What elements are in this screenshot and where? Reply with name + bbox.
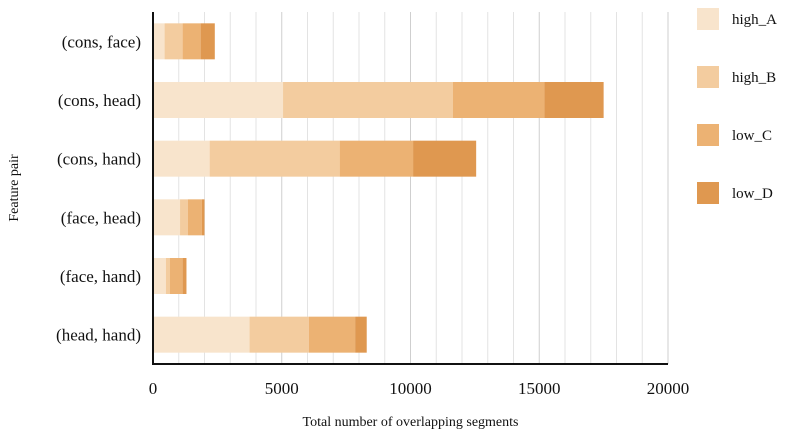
x-tick-label: 15000	[518, 379, 561, 398]
legend-label: high_B	[732, 70, 776, 86]
bar-segment-high-B	[209, 140, 340, 177]
category-label: (face, head)	[61, 208, 141, 227]
legend-swatch-low-C	[697, 124, 719, 146]
legend: high_A high_B low_C low_D	[697, 8, 777, 204]
legend-label: high_A	[732, 12, 777, 28]
category-label: (cons, head)	[58, 91, 141, 110]
category-labels: (cons, face) (cons, head) (cons, hand) (fac…	[56, 32, 141, 344]
bar-segment-low-C	[169, 258, 183, 294]
y-axis-title: Feature pair	[7, 154, 22, 222]
x-tick-label: 10000	[389, 379, 432, 398]
category-label: (cons, hand)	[57, 150, 141, 169]
bar-segment-high-B	[165, 258, 170, 294]
legend-label: low_D	[732, 186, 773, 202]
x-tick-label: 20000	[647, 379, 690, 398]
bar-segment-high-A	[153, 199, 181, 236]
bar-segment-low-D	[201, 199, 205, 236]
bar-segment-high-A	[153, 82, 284, 118]
x-tick-label: 0	[149, 379, 158, 398]
category-label: (cons, face)	[62, 32, 141, 51]
bar-segment-low-C	[187, 199, 202, 236]
legend-swatch-high-B	[697, 66, 719, 88]
legend-swatch-low-D	[697, 182, 719, 204]
bar-segment-low-D	[182, 258, 187, 294]
bar-segment-low-D	[200, 23, 215, 60]
category-label: (face, hand)	[60, 267, 141, 286]
bar-segment-low-D	[413, 140, 477, 177]
bar-segment-high-A	[153, 23, 165, 60]
bar-segment-low-D	[355, 316, 367, 353]
bars	[153, 23, 604, 353]
legend-swatch-high-A	[697, 8, 719, 30]
gridlines	[178, 12, 669, 364]
bar-segment-high-A	[153, 140, 210, 177]
legend-label: low_C	[732, 128, 772, 144]
bar-segment-high-B	[164, 23, 183, 60]
x-tick-label: 5000	[265, 379, 299, 398]
bar-segment-low-C	[339, 140, 414, 177]
bar-segment-low-D	[544, 82, 604, 118]
bar-segment-high-B	[249, 316, 309, 353]
bar-segment-high-A	[153, 316, 250, 353]
category-label: (head, hand)	[56, 326, 141, 345]
bar-segment-low-C	[182, 23, 201, 60]
bar-segment-low-C	[452, 82, 545, 118]
bar-segment-high-A	[153, 258, 166, 294]
bar-segment-high-B	[283, 82, 453, 118]
x-axis-title: Total number of overlapping segments	[303, 415, 519, 430]
x-tick-labels: 0 5000 10000 15000 20000	[149, 379, 690, 398]
bar-segment-low-C	[308, 316, 356, 353]
bar-segment-high-B	[180, 199, 188, 236]
